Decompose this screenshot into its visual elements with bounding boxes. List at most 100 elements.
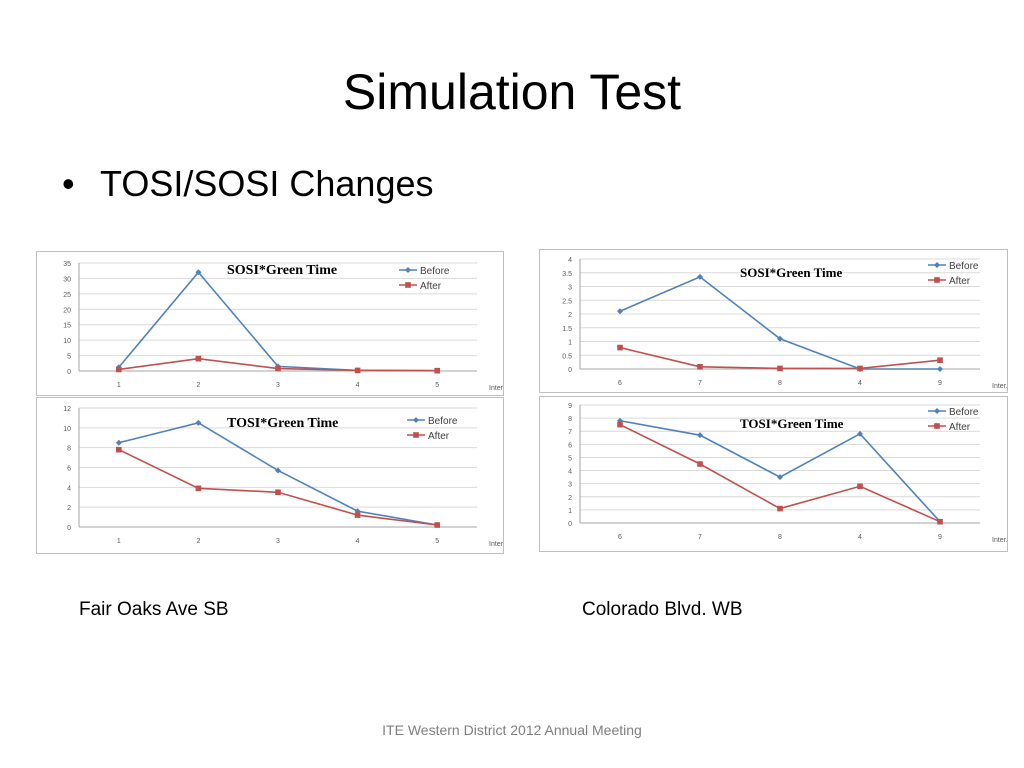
y-tick-label: 0.5: [562, 353, 572, 360]
x-tick-label: 8: [778, 534, 782, 541]
data-point-after: [275, 489, 281, 496]
y-tick-label: 9: [568, 403, 572, 410]
data-point-after: [434, 522, 440, 528]
x-tick-label: 4: [356, 538, 360, 545]
y-tick-label: 2.5: [562, 298, 572, 305]
data-point-after: [857, 365, 863, 372]
x-axis-label: Inter. No.: [992, 383, 1007, 390]
chart-colorado-sosi: 0 0.5 1 1.5 2 2.5 3 3.5 4 6 7 8 4 9 Inter. No. SOSI*Gre…: [539, 249, 1008, 393]
y-tick-label: 3: [568, 482, 572, 489]
chart-colorado-tosi-svg: 0 1 2 3 4 5 6 7 8 9 6 7 8 4 9 Inter. No. TOSI*Green Time…: [568, 403, 1007, 544]
y-tick-label: 4: [568, 257, 572, 264]
data-point-after: [116, 366, 122, 373]
caption-colorado: Colorado Blvd. WB: [582, 599, 743, 620]
data-point-after: [937, 518, 943, 525]
chart-colorado-tosi: 0 1 2 3 4 5 6 7 8 9 6 7 8 4 9 Inter. No. TOSI*Green Time…: [539, 396, 1008, 552]
chart-title: SOSI*Green Time: [227, 263, 337, 278]
legend-label-after: After: [428, 431, 450, 442]
y-tick-label: 6: [67, 466, 71, 473]
y-tick-label: 1: [568, 508, 572, 515]
caption-fair-oaks: Fair Oaks Ave SB: [79, 599, 229, 620]
data-point-before: [777, 474, 783, 481]
y-tick-label: 20: [63, 307, 71, 314]
y-tick-label: 7: [568, 429, 572, 436]
x-axis-label: Inter. No.: [489, 385, 503, 392]
x-tick-label: 4: [858, 534, 862, 541]
y-tick-label: 2: [568, 495, 572, 502]
x-tick-label: 7: [698, 380, 702, 387]
y-tick-label: 0: [67, 525, 71, 532]
data-point-before: [195, 419, 202, 426]
y-tick-label: 12: [63, 406, 71, 413]
y-tick-label: 10: [63, 338, 71, 345]
data-point-after: [617, 421, 623, 428]
chart-fair-oaks-sosi: 0 5 10 15 20 25 30 35 1 2 3 4 5 Inter. No. SOSI*Green …: [36, 251, 504, 396]
data-point-before: [115, 439, 122, 446]
y-tick-label: 0: [568, 367, 572, 374]
chart-title: TOSI*Green Time: [740, 416, 844, 431]
x-tick-label: 2: [196, 382, 200, 389]
legend-marker-after: [934, 277, 940, 283]
series-line-after: [619, 346, 941, 370]
chart-colorado-sosi-svg: 0 0.5 1 1.5 2 2.5 3 3.5 4 6 7 8 4 9 Inter. No. SOSI*Gre…: [562, 257, 1007, 390]
y-tick-label: 0: [568, 521, 572, 528]
x-tick-label: 7: [698, 534, 702, 541]
legend-marker-after: [934, 423, 940, 429]
bullet-symbol: •: [62, 163, 75, 204]
legend-label-before: Before: [949, 261, 979, 272]
data-point-after: [617, 344, 623, 351]
chart-title: SOSI*Green Time: [740, 265, 842, 280]
legend-marker-before: [413, 417, 419, 423]
y-tick-label: 0: [67, 369, 71, 376]
data-point-after: [354, 367, 361, 374]
x-tick-label: 8: [778, 380, 782, 387]
chart-title: TOSI*Green Time: [227, 416, 338, 431]
legend-label-before: Before: [420, 266, 450, 277]
y-tick-label: 25: [63, 292, 71, 299]
data-point-before: [195, 269, 202, 276]
data-point-before: [617, 417, 623, 424]
y-tick-label: 4: [67, 485, 71, 492]
x-tick-label: 4: [356, 382, 360, 389]
data-point-after: [777, 505, 783, 512]
x-axis-label: Inter. No.: [489, 541, 503, 548]
x-tick-label: 6: [618, 380, 622, 387]
data-point-after: [354, 512, 361, 518]
bullet-text: TOSI/SOSI Changes: [100, 163, 434, 204]
data-point-after: [195, 355, 202, 362]
legend-marker-after: [405, 282, 411, 288]
legend-marker-after: [413, 432, 419, 438]
data-point-before: [697, 432, 703, 439]
x-axis-label: Inter. No.: [992, 537, 1007, 544]
data-point-before: [617, 308, 623, 315]
x-tick-label: 6: [618, 534, 622, 541]
y-tick-label: 6: [568, 442, 572, 449]
data-point-after: [434, 367, 440, 374]
legend-label-after: After: [949, 422, 971, 433]
x-tick-label: 4: [858, 380, 862, 387]
data-point-after: [937, 357, 943, 363]
data-point-after: [275, 365, 281, 372]
x-tick-label: 1: [117, 538, 121, 545]
x-tick-label: 1: [117, 382, 121, 389]
data-point-before: [777, 335, 783, 342]
legend-label-after: After: [949, 276, 971, 287]
legend-label-before: Before: [949, 407, 979, 418]
y-tick-label: 1.5: [562, 326, 572, 333]
y-tick-label: 2: [568, 312, 572, 319]
y-tick-label: 3.5: [562, 271, 572, 278]
data-point-after: [195, 485, 202, 492]
y-tick-label: 15: [63, 323, 71, 330]
series-line-before: [118, 422, 438, 526]
y-tick-label: 10: [63, 426, 71, 433]
x-tick-label: 3: [276, 382, 280, 389]
data-point-after: [777, 365, 783, 372]
legend-marker-before: [934, 408, 940, 414]
x-tick-label: 3: [276, 538, 280, 545]
y-tick-label: 35: [63, 261, 71, 268]
y-tick-label: 8: [568, 416, 572, 423]
slide-title: Simulation Test: [342, 64, 682, 120]
y-tick-label: 30: [63, 276, 71, 283]
bullet-item: • TOSI/SOSI Changes: [62, 160, 434, 208]
y-tick-label: 2: [67, 505, 71, 512]
